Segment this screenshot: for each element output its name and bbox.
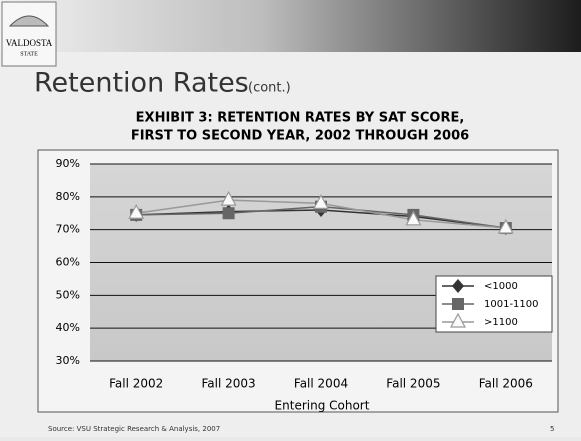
y-tick-label: 30%: [56, 354, 80, 367]
legend-marker: [452, 298, 464, 310]
x-tick-label: Fall 2004: [294, 377, 348, 391]
x-tick-label: Fall 2002: [109, 377, 163, 391]
legend-label: <1000: [484, 281, 518, 292]
header-band: [0, 0, 581, 52]
page: VALDOSTA STATE Retention Rates (cont.) E…: [0, 0, 581, 437]
y-tick-label: 60%: [56, 256, 80, 269]
logo-text: STATE: [20, 51, 38, 57]
y-tick-label: 40%: [56, 321, 80, 334]
source: Source: VSU Strategic Research & Analysi…: [48, 425, 220, 433]
square-marker: [223, 207, 235, 219]
logo-text: VALDOSTA: [6, 38, 53, 48]
slide: VALDOSTA STATE Retention Rates (cont.) E…: [0, 0, 581, 437]
x-tick-label: Fall 2006: [479, 377, 533, 391]
legend-label: >1100: [484, 317, 518, 328]
x-tick-label: Fall 2005: [386, 377, 440, 391]
x-tick-label: Fall 2003: [202, 377, 256, 391]
page-number: 5: [550, 425, 554, 433]
y-tick-label: 90%: [56, 157, 80, 170]
chart-title: FIRST TO SECOND YEAR, 2002 THROUGH 2006: [131, 129, 469, 144]
slide-title-note: (cont.): [248, 81, 291, 96]
slide-title: Retention Rates: [34, 68, 249, 99]
chart-title: EXHIBIT 3: RETENTION RATES BY SAT SCORE,: [136, 111, 465, 126]
legend-label: 1001-1100: [484, 299, 539, 310]
x-axis-label: Entering Cohort: [275, 399, 370, 413]
y-tick-label: 50%: [56, 288, 80, 301]
y-tick-label: 80%: [56, 190, 80, 203]
y-tick-label: 70%: [56, 223, 80, 236]
